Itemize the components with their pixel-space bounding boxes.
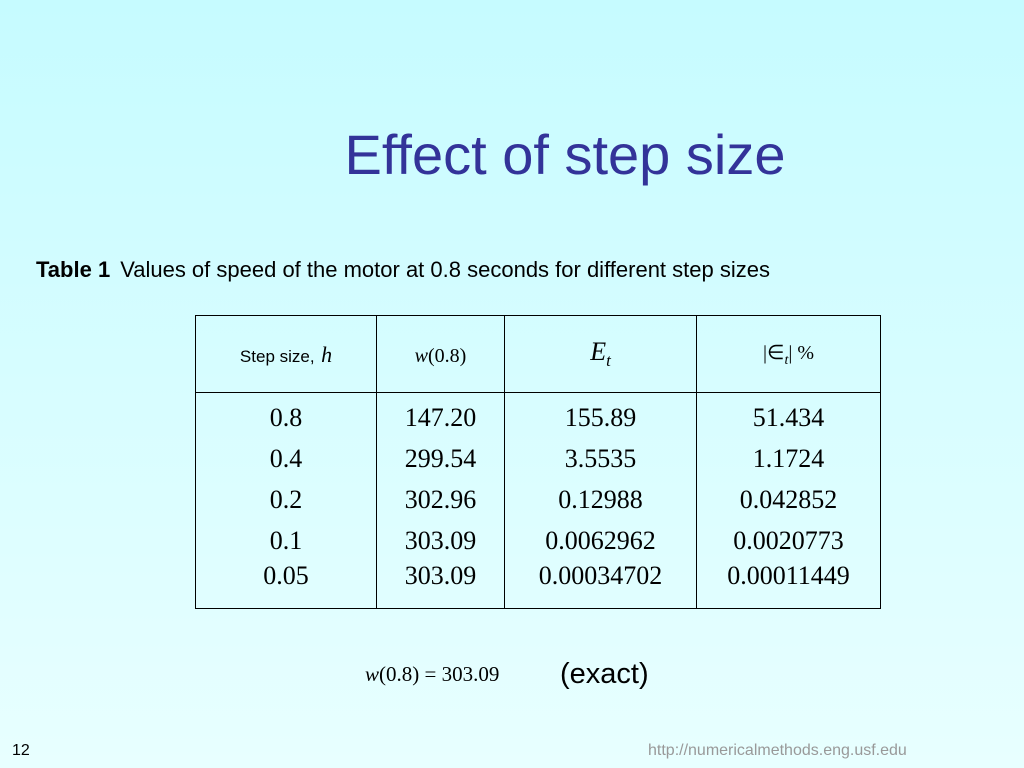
header-prefix: |∈ <box>763 341 785 364</box>
table-body: 0.8 147.20 155.89 51.434 0.4 299.54 3.5535 1.17… <box>195 392 881 609</box>
exact-equals: = <box>424 662 437 686</box>
header-cell: Step size, h <box>195 315 377 393</box>
table-cell: 0.042852 <box>696 479 881 520</box>
header-symbol: E <box>590 336 607 366</box>
slide-title: Effect of step size <box>344 123 786 186</box>
table-cell: 0.4 <box>195 438 377 479</box>
table-cell: 1.1724 <box>696 438 881 479</box>
exact-equation: w(0.8) = 303.09 <box>365 662 499 687</box>
results-table: Step size, h w(0.8) Et |∈t| % 0.8 147.20 1… <box>195 315 881 609</box>
header-argument: (0.8) <box>428 345 467 367</box>
table-cell: 0.00034702 <box>504 561 697 609</box>
header-cell: Et <box>504 315 697 393</box>
table-cell: 0.0020773 <box>696 520 881 561</box>
caption-text: Values of speed of the motor at 0.8 seco… <box>120 257 770 282</box>
header-cell: |∈t| % <box>696 315 881 393</box>
table-cell: 0.05 <box>195 561 377 609</box>
exact-value: 303.09 <box>441 662 500 686</box>
table-row: 0.4 299.54 3.5535 1.1724 <box>195 438 881 479</box>
header-text: Step size, <box>239 347 315 366</box>
table-row: 0.2 302.96 0.12988 0.042852 <box>195 479 881 520</box>
footer-url: http://numericalmethods.eng.usf.edu <box>648 742 907 759</box>
header-symbol: h <box>321 342 333 367</box>
table-cell: 0.12988 <box>504 479 697 520</box>
header-symbol: w <box>414 345 428 367</box>
table-cell: 0.0062962 <box>504 520 697 561</box>
header-subscript: t <box>606 351 611 371</box>
table-cell: 155.89 <box>504 392 697 438</box>
table-cell: 0.8 <box>195 392 377 438</box>
header-subscript: t <box>784 352 789 368</box>
table-cell: 302.96 <box>376 479 505 520</box>
table-cell: 303.09 <box>376 520 505 561</box>
exact-note: (exact) <box>560 658 649 690</box>
table-cell: 299.54 <box>376 438 505 479</box>
table-cell: 51.434 <box>696 392 881 438</box>
exact-argument: (0.8) <box>379 662 420 686</box>
header-suffix: | % <box>788 341 814 364</box>
exact-symbol: w <box>365 662 380 686</box>
table-cell: 0.2 <box>195 479 377 520</box>
table-cell: 0.1 <box>195 520 377 561</box>
table-cell: 3.5535 <box>504 438 697 479</box>
header-cell: w(0.8) <box>376 315 505 393</box>
table-cell: 147.20 <box>376 392 505 438</box>
table-row: 0.8 147.20 155.89 51.434 <box>195 392 881 438</box>
table-row: 0.05 303.09 0.00034702 0.00011449 <box>195 561 881 609</box>
page-number: 12 <box>12 742 30 759</box>
table-cell: 0.00011449 <box>696 561 881 609</box>
table-cell: 303.09 <box>376 561 505 609</box>
table-row: 0.1 303.09 0.0062962 0.0020773 <box>195 520 881 561</box>
header-row: Step size, h w(0.8) Et |∈t| % <box>195 315 881 393</box>
table-caption: Table 1 Values of speed of the motor at 0… <box>36 257 770 283</box>
caption-label: Table 1 <box>36 257 111 282</box>
